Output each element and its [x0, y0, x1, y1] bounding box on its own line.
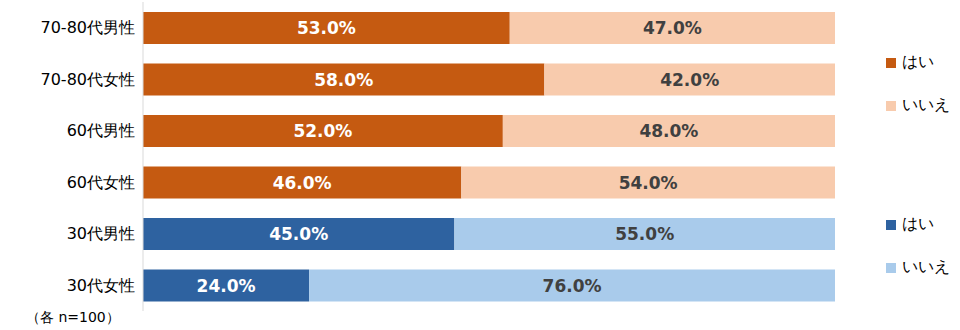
html-text:はい: はい — [902, 214, 934, 233]
svg-text:45.0%: 45.0% — [269, 224, 328, 244]
svg-text:76.0%: 76.0% — [543, 276, 602, 296]
svg-text:47.0%: 47.0% — [643, 18, 702, 38]
html-text:（各 n=100）: （各 n=100） — [26, 309, 120, 325]
svg-text:60代女性: 60代女性 — [67, 173, 135, 192]
svg-text:70-80代女性: 70-80代女性 — [41, 70, 136, 89]
svg-text:48.0%: 48.0% — [639, 121, 698, 141]
svg-text:42.0%: 42.0% — [660, 70, 719, 90]
svg-text:30代女性: 30代女性 — [67, 276, 135, 295]
html-text:いいえ: いいえ — [902, 257, 950, 276]
svg-text:53.0%: 53.0% — [297, 18, 356, 38]
html-text:はい: はい — [902, 52, 934, 71]
svg-text:30代男性: 30代男性 — [67, 224, 135, 243]
html-text:いいえ: いいえ — [902, 95, 950, 114]
svg-text:24.0%: 24.0% — [197, 276, 256, 296]
svg-text:60代男性: 60代男性 — [67, 121, 135, 140]
svg-text:70-80代男性: 70-80代男性 — [41, 18, 136, 37]
svg-text:46.0%: 46.0% — [273, 173, 332, 193]
svg-text:58.0%: 58.0% — [314, 70, 373, 90]
svg-text:52.0%: 52.0% — [293, 121, 352, 141]
svg-text:55.0%: 55.0% — [615, 224, 674, 244]
svg-text:54.0%: 54.0% — [619, 173, 678, 193]
